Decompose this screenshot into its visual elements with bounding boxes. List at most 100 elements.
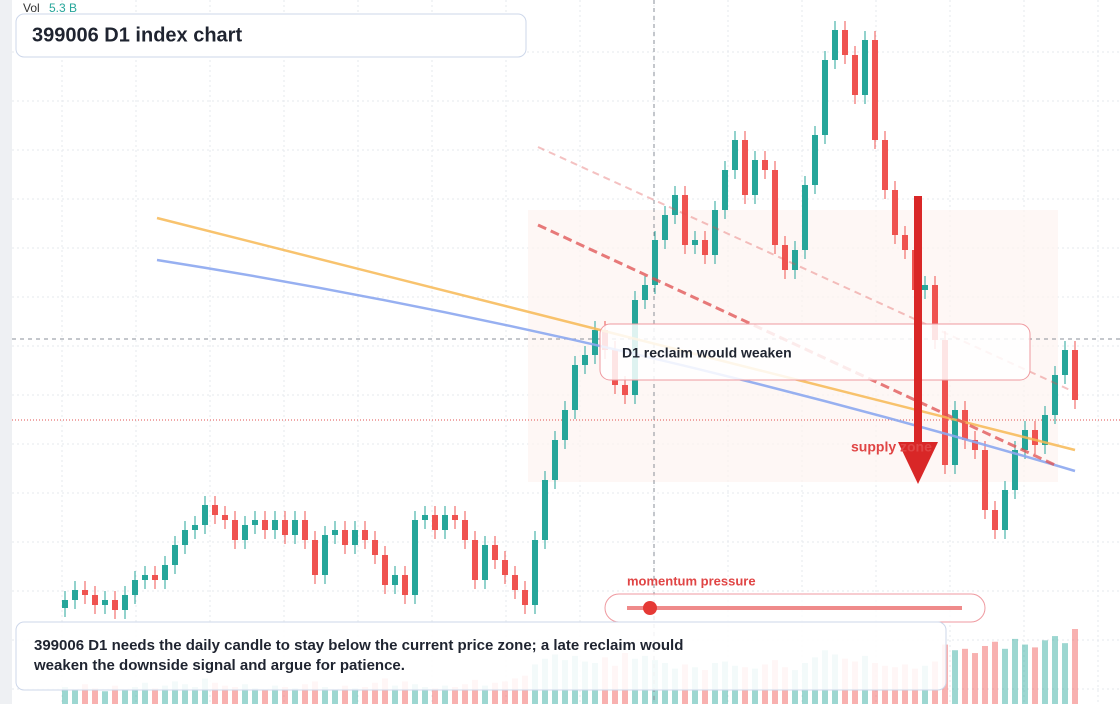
volume-bar xyxy=(272,685,278,704)
candle-body xyxy=(452,515,458,520)
candle-body xyxy=(512,575,518,590)
slider-label: momentum pressure xyxy=(627,573,756,588)
candle-body xyxy=(652,240,658,285)
candle-body xyxy=(352,530,358,545)
candle-body xyxy=(742,140,748,195)
candle-body xyxy=(902,235,908,250)
volume-bar xyxy=(1012,638,1018,704)
candle-body xyxy=(852,55,858,95)
candle-body xyxy=(462,520,468,540)
note-box xyxy=(15,621,947,691)
zone-label: supply zone xyxy=(851,439,932,455)
volume-bar xyxy=(962,648,968,704)
volume-bar xyxy=(152,688,158,704)
candle-body xyxy=(1012,450,1018,490)
volume-bar xyxy=(482,685,488,704)
candle-body xyxy=(822,60,828,135)
volume-bar xyxy=(1062,643,1068,704)
volume-bar xyxy=(92,688,98,704)
volume-bar xyxy=(122,689,128,704)
candle-body xyxy=(542,480,548,540)
volume-bar xyxy=(252,688,258,704)
volume-bar xyxy=(1052,636,1058,704)
candle-body xyxy=(892,190,898,235)
volume-bar xyxy=(232,687,238,704)
candle-body xyxy=(382,555,388,585)
candle-body xyxy=(332,530,338,535)
candle-body xyxy=(132,580,138,595)
candle-body xyxy=(182,530,188,545)
candle-body xyxy=(532,540,538,605)
volume-bar xyxy=(242,684,248,704)
volume-bar xyxy=(432,688,438,704)
candle-body xyxy=(282,520,288,535)
volume-bar xyxy=(952,650,958,704)
candle-body xyxy=(722,170,728,210)
volume-bar xyxy=(452,687,458,704)
candle-body xyxy=(342,530,348,545)
volume-bar xyxy=(352,688,358,704)
candle-body xyxy=(992,510,998,530)
candle-body xyxy=(712,210,718,255)
candle-body xyxy=(682,195,688,245)
volume-bar xyxy=(282,687,288,704)
volume-bar xyxy=(102,691,108,704)
volume-bar xyxy=(992,641,998,704)
candle-body xyxy=(482,545,488,580)
volume-bar xyxy=(302,684,308,704)
candle-body xyxy=(1052,375,1058,415)
volume-bar xyxy=(382,678,388,704)
volume-bar xyxy=(132,687,138,704)
candle-body xyxy=(1002,490,1008,530)
candle-body xyxy=(292,520,298,535)
candle-body xyxy=(62,600,68,608)
candle-body xyxy=(672,195,678,215)
candle-body xyxy=(812,135,818,185)
volume-bar xyxy=(412,684,418,704)
candle-body xyxy=(112,600,118,610)
candle-body xyxy=(1072,350,1078,400)
candle-body xyxy=(972,440,978,450)
volume-bar xyxy=(202,678,208,704)
candle-body xyxy=(162,565,168,580)
candle-body xyxy=(922,285,928,290)
candle-body xyxy=(862,40,868,95)
candle-body xyxy=(472,540,478,580)
volume-bar xyxy=(502,681,508,704)
candle-body xyxy=(642,285,648,300)
volume-bar xyxy=(982,645,988,704)
candle-body xyxy=(582,355,588,365)
candle-body xyxy=(1062,350,1068,375)
candle-body xyxy=(402,575,408,595)
candle-body xyxy=(502,560,508,575)
volume-bar xyxy=(162,685,168,704)
candle-body xyxy=(962,410,968,440)
left-strip xyxy=(0,0,12,704)
candle-body xyxy=(412,520,418,595)
volume-bar xyxy=(82,684,88,704)
title-box xyxy=(15,13,527,58)
volume-bar xyxy=(72,689,78,704)
volume-bar xyxy=(1032,647,1038,704)
candle-body xyxy=(362,530,368,540)
candle-body xyxy=(752,160,758,195)
candle-body xyxy=(782,245,788,270)
candle-body xyxy=(262,520,268,530)
volume-bar xyxy=(422,687,428,704)
volume-value: 5.3 B xyxy=(49,1,77,15)
volume-bar xyxy=(262,689,268,704)
volume-bar xyxy=(1022,644,1028,704)
candle-body xyxy=(1042,415,1048,445)
candle-body xyxy=(392,575,398,585)
volume-bar xyxy=(172,681,178,704)
volume-bar xyxy=(472,679,478,704)
candle-body xyxy=(102,600,108,605)
candle-body xyxy=(72,590,78,600)
candle-body xyxy=(702,240,708,255)
candle-body xyxy=(842,30,848,55)
candle-body xyxy=(982,450,988,510)
arrow-head xyxy=(898,442,938,484)
candle-body xyxy=(212,505,218,515)
annotation: D1 reclaim would weaken xyxy=(622,345,792,361)
